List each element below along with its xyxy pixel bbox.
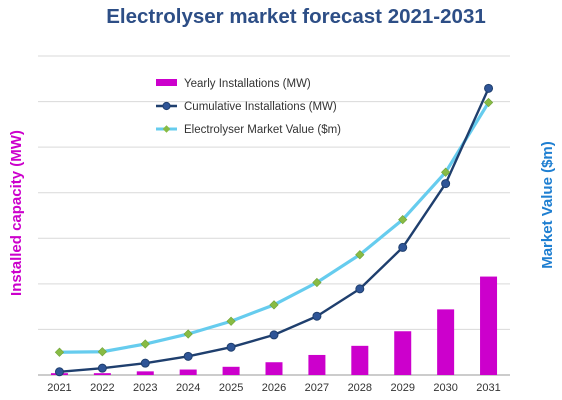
x-axis-ticks: 2021 2022 2023 2024 2025 2026 2027 2028 2029 2030… [47, 382, 501, 394]
gridlines [38, 55, 510, 376]
legend-label: Electrolyser Market Value ($m) [184, 124, 341, 136]
point-market-value [269, 300, 279, 310]
x-tick-label: 2024 [176, 382, 200, 394]
bar-yearly-installations [222, 366, 240, 375]
point-market-value [226, 316, 236, 326]
x-tick-label: 2028 [348, 382, 372, 394]
point-market-value [441, 167, 451, 177]
point-market-value [97, 347, 107, 357]
x-tick-label: 2022 [90, 382, 114, 394]
point-market-value [355, 250, 365, 260]
bar-series [50, 276, 498, 375]
x-tick-label: 2021 [47, 382, 71, 394]
bar-yearly-installations [308, 354, 326, 375]
bar-yearly-installations [93, 373, 111, 375]
x-tick-label: 2029 [390, 382, 414, 394]
point-market-value [140, 339, 150, 349]
point-cumulative-installations [484, 83, 494, 93]
x-tick-label: 2026 [262, 382, 286, 394]
bar-yearly-installations [480, 276, 498, 375]
chart-title: Electrolyser market forecast 2021-2031 [106, 5, 486, 28]
line-series [54, 83, 494, 377]
x-tick-label: 2023 [133, 382, 157, 394]
legend-swatch-cumulative-marker [162, 101, 171, 111]
point-cumulative-installations [355, 284, 365, 294]
point-cumulative-installations [140, 358, 150, 368]
bar-yearly-installations [394, 331, 412, 375]
point-cumulative-installations [269, 330, 279, 340]
point-market-value [398, 214, 408, 225]
bar-yearly-installations [136, 371, 154, 375]
point-cumulative-installations [441, 179, 451, 189]
x-tick-label: 2031 [476, 382, 500, 394]
bar-yearly-installations [179, 369, 197, 375]
x-tick-label: 2025 [219, 382, 243, 394]
line-market-value [59, 101, 490, 354]
bar-yearly-installations [265, 362, 283, 375]
point-market-value [54, 347, 65, 357]
point-cumulative-installations [183, 351, 193, 361]
point-market-value [312, 277, 322, 288]
y-axis-label-right: Market Value ($m) [539, 141, 556, 269]
legend: Yearly Installations (MW) Cumulative Inst… [156, 78, 341, 136]
legend-swatch-market-marker [162, 125, 171, 133]
point-cumulative-installations [312, 311, 322, 321]
legend-swatch-yearly [156, 79, 177, 86]
legend-label: Cumulative Installations (MW) [184, 101, 337, 113]
y-axis-label-left: Installed capacity (MW) [8, 130, 25, 296]
bar-yearly-installations [437, 309, 455, 375]
x-tick-label: 2027 [305, 382, 329, 394]
point-cumulative-installations [226, 342, 236, 352]
point-cumulative-installations [97, 363, 107, 373]
point-market-value [483, 97, 494, 108]
legend-label: Yearly Installations (MW) [184, 78, 311, 90]
point-cumulative-installations [54, 367, 64, 377]
point-cumulative-installations [398, 242, 408, 252]
point-market-value [183, 329, 193, 339]
bar-yearly-installations [351, 345, 369, 375]
x-tick-label: 2030 [433, 382, 457, 394]
